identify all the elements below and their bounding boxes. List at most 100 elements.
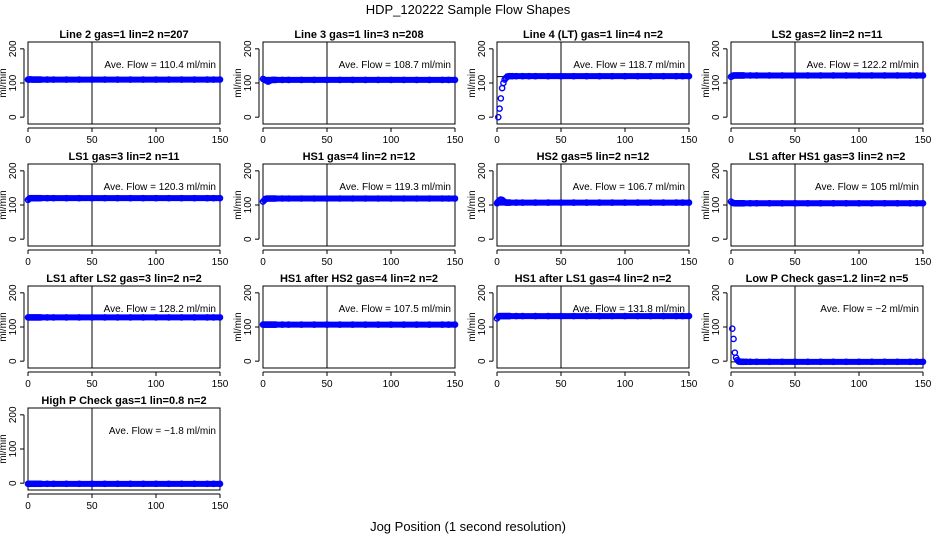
y-tick-label: 0 (243, 358, 254, 364)
flow-label: Ave. Flow = 118.7 ml/min (573, 60, 685, 71)
panel-2: Line 3 gas=1 lin=3 n=208 0 50 100 150 0 100 200… (233, 29, 464, 146)
flow-label: Ave. Flow = 122.2 ml/min (807, 60, 919, 71)
x-tick-label: 50 (321, 135, 333, 146)
y-tick-label: 0 (8, 114, 19, 120)
x-tick-label: 50 (321, 257, 333, 268)
x-tick-label: 0 (728, 257, 734, 268)
panel-title: LS1 after HS1 gas=3 lin=2 n=2 (749, 151, 906, 163)
flow-label: Ave. Flow = 128.2 ml/min (104, 304, 216, 315)
y-tick-label: 100 (8, 74, 19, 91)
panel-11: HS1 after LS1 gas=4 lin=2 n=2 0 50 100 150 0 1… (467, 273, 698, 390)
x-tick-label: 150 (212, 379, 229, 390)
y-tick-label: 200 (711, 162, 722, 179)
x-tick-label: 150 (447, 135, 464, 146)
x-tick-label: 150 (681, 257, 698, 268)
y-axis-label: ml/min (467, 68, 478, 97)
x-tick-label: 150 (447, 379, 464, 390)
x-axis-caption: Jog Position (1 second resolution) (370, 519, 566, 534)
panel-title: HS1 after LS1 gas=4 lin=2 n=2 (515, 273, 672, 285)
y-tick-label: 0 (8, 480, 19, 486)
y-axis-label: ml/min (701, 190, 712, 219)
x-tick-label: 50 (555, 135, 567, 146)
y-tick-label: 100 (8, 440, 19, 457)
y-tick-label: 200 (243, 40, 254, 57)
flow-label: Ave. Flow = −2 ml/min (820, 304, 919, 315)
x-tick-label: 0 (25, 379, 31, 390)
x-tick-label: 0 (494, 135, 500, 146)
plot-frame (262, 41, 456, 125)
y-axis-label: ml/min (0, 312, 9, 341)
y-tick-label: 200 (477, 284, 488, 301)
flow-label: Ave. Flow = 120.3 ml/min (104, 182, 216, 193)
x-tick-label: 100 (617, 379, 634, 390)
flow-label: Ave. Flow = 119.3 ml/min (339, 182, 451, 193)
panel-title: Low P Check gas=1.2 lin=2 n=5 (746, 273, 909, 285)
y-axis-label: ml/min (467, 312, 478, 341)
panel-6: HS1 gas=4 lin=2 n=12 0 50 100 150 0 100 200 ml/m… (233, 151, 464, 268)
plot-frame (262, 163, 456, 247)
y-tick-label: 200 (8, 162, 19, 179)
y-tick-label: 200 (243, 284, 254, 301)
x-tick-label: 100 (617, 135, 634, 146)
x-tick-label: 0 (728, 379, 734, 390)
panel-7: HS2 gas=5 lin=2 n=12 0 50 100 150 0 100 200 ml/m… (467, 151, 698, 268)
y-tick-label: 0 (8, 358, 19, 364)
panel-title: HS1 after HS2 gas=4 lin=2 n=2 (280, 273, 438, 285)
data-point (494, 113, 502, 121)
y-tick-label: 0 (243, 236, 254, 242)
y-tick-label: 100 (243, 196, 254, 213)
panel-title: Line 4 (LT) gas=1 lin=4 n=2 (523, 29, 663, 41)
y-tick-label: 0 (8, 236, 19, 242)
x-tick-label: 50 (86, 257, 98, 268)
y-tick-label: 200 (477, 40, 488, 57)
x-tick-label: 150 (212, 501, 229, 512)
y-tick-label: 200 (8, 406, 19, 423)
y-tick-label: 0 (711, 236, 722, 242)
flow-label: Ave. Flow = −1.8 ml/min (109, 426, 216, 437)
panel-title: HS1 gas=4 lin=2 n=12 (303, 151, 416, 163)
y-tick-label: 200 (243, 162, 254, 179)
y-tick-label: 0 (477, 236, 488, 242)
x-tick-label: 150 (915, 379, 932, 390)
panel-title: LS1 after LS2 gas=3 lin=2 n=2 (46, 273, 202, 285)
panel-8: LS1 after HS1 gas=3 lin=2 n=2 0 50 100 150 0 1… (701, 151, 932, 268)
plot-frame (730, 41, 924, 125)
y-tick-label: 0 (243, 114, 254, 120)
x-tick-label: 100 (617, 257, 634, 268)
x-tick-label: 150 (681, 379, 698, 390)
data-point (728, 325, 736, 333)
x-tick-label: 100 (148, 501, 165, 512)
flow-label: Ave. Flow = 110.4 ml/min (104, 60, 216, 71)
flow-label: Ave. Flow = 108.7 ml/min (339, 60, 451, 71)
x-tick-label: 100 (383, 379, 400, 390)
x-tick-label: 100 (383, 135, 400, 146)
x-tick-label: 0 (260, 135, 266, 146)
y-axis-label: ml/min (233, 68, 244, 97)
plot-frame (496, 285, 690, 369)
x-tick-label: 50 (789, 257, 801, 268)
panel-title: LS2 gas=2 lin=2 n=11 (772, 29, 883, 41)
y-tick-label: 200 (8, 40, 19, 57)
x-tick-label: 150 (212, 135, 229, 146)
panel-title: High P Check gas=1 lin=0.8 n=2 (41, 395, 206, 407)
x-tick-label: 100 (851, 379, 868, 390)
y-tick-label: 100 (477, 74, 488, 91)
y-tick-label: 0 (711, 114, 722, 120)
x-tick-label: 0 (25, 501, 31, 512)
plot-frame (27, 41, 221, 125)
x-tick-label: 100 (148, 135, 165, 146)
panel-4: LS2 gas=2 lin=2 n=11 0 50 100 150 0 100 200 ml/m… (701, 29, 932, 146)
x-tick-label: 50 (86, 379, 98, 390)
y-tick-label: 200 (711, 40, 722, 57)
plot-frame (27, 285, 221, 369)
x-tick-label: 50 (321, 379, 333, 390)
x-tick-label: 50 (86, 501, 98, 512)
panel-title: Line 3 gas=1 lin=3 n=208 (294, 29, 423, 41)
y-axis-label: ml/min (467, 190, 478, 219)
y-tick-label: 200 (477, 162, 488, 179)
y-tick-label: 200 (8, 284, 19, 301)
x-tick-label: 0 (494, 379, 500, 390)
data-point (731, 349, 739, 356)
panel-9: LS1 after LS2 gas=3 lin=2 n=2 0 50 100 150 0 1… (0, 273, 229, 390)
